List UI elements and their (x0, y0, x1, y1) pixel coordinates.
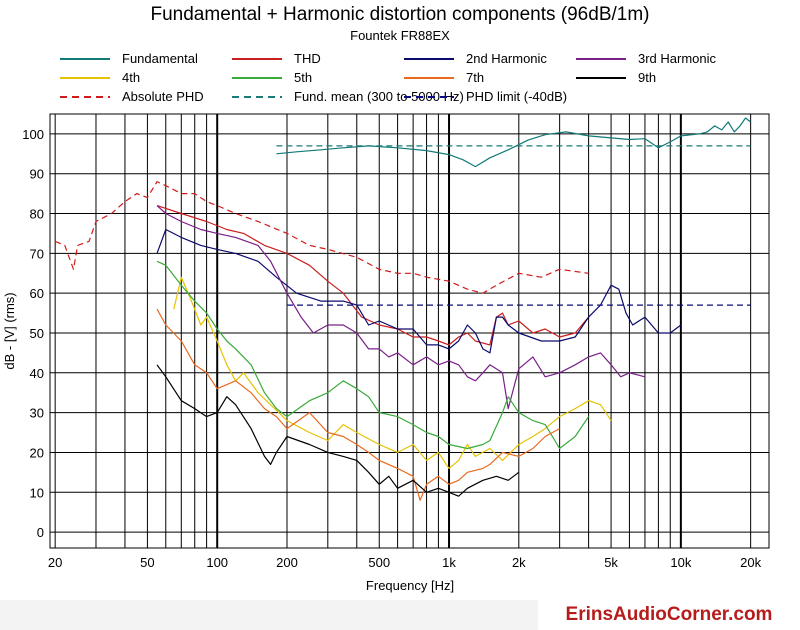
x-tick-label: 5k (604, 555, 618, 570)
plot-area (54, 117, 751, 501)
legend-label: THD (294, 51, 321, 66)
legend-label: 3rd Harmonic (638, 51, 717, 66)
legend-label: PHD limit (-40dB) (466, 89, 567, 104)
x-tick-label: 10k (670, 555, 691, 570)
legend-label: Absolute PHD (122, 89, 204, 104)
x-tick-label: 200 (276, 555, 298, 570)
series-7th (156, 308, 560, 501)
x-tick-label: 2k (512, 555, 526, 570)
series-fundamental (276, 117, 751, 168)
x-tick-label: 20k (740, 555, 761, 570)
y-tick-label: 80 (30, 207, 44, 222)
x-tick-label: 1k (442, 555, 456, 570)
series-thd (156, 205, 590, 346)
y-tick-label: 40 (30, 366, 44, 381)
legend-label: Fundamental (122, 51, 198, 66)
y-tick-label: 20 (30, 445, 44, 460)
legend-label: 5th (294, 70, 312, 85)
axis-ticks: 0 10 20 30 40 50 60 70 80 90 100 20 50 100 200 500 1k 2k 5… (22, 127, 761, 570)
series-absolute-phd (54, 181, 589, 294)
y-tick-label: 10 (30, 485, 44, 500)
y-axis-label: dB - [V] (rms) (2, 292, 17, 369)
legend-label: Fund. mean (300 to 5000 Hz) (294, 89, 464, 104)
y-tick-label: 70 (30, 246, 44, 261)
y-tick-label: 60 (30, 286, 44, 301)
x-tick-label: 50 (140, 555, 154, 570)
y-tick-label: 100 (22, 127, 44, 142)
y-tick-label: 0 (37, 525, 44, 540)
x-tick-label: 100 (206, 555, 228, 570)
distortion-chart: Fundamental + Harmonic distortion compon… (2, 4, 770, 593)
chart-legend: Fundamental THD 2nd Harmonic 3rd Harmonic 4t… (60, 51, 717, 104)
series-5th (156, 260, 590, 450)
legend-label: 2nd Harmonic (466, 51, 547, 66)
series-4th (173, 276, 612, 469)
x-tick-label: 500 (368, 555, 390, 570)
chart-grid (50, 114, 769, 548)
series-3rd-harmonic (156, 205, 646, 410)
legend-label: 7th (466, 70, 484, 85)
legend-label: 4th (122, 70, 140, 85)
legend-label: 9th (638, 70, 656, 85)
plot-frame (49, 113, 770, 549)
x-tick-label: 20 (48, 555, 62, 570)
y-tick-label: 30 (30, 406, 44, 421)
chart-title: Fundamental + Harmonic distortion compon… (151, 4, 650, 25)
chart-subtitle: Fountek FR88EX (350, 28, 450, 43)
x-axis-label: Frequency [Hz] (366, 578, 454, 593)
series-2nd-harmonic (156, 228, 682, 354)
y-tick-label: 90 (30, 167, 44, 182)
series-9th (156, 364, 520, 497)
brand-watermark: ErinsAudioCorner.com (538, 600, 800, 630)
y-tick-label: 50 (30, 326, 44, 341)
